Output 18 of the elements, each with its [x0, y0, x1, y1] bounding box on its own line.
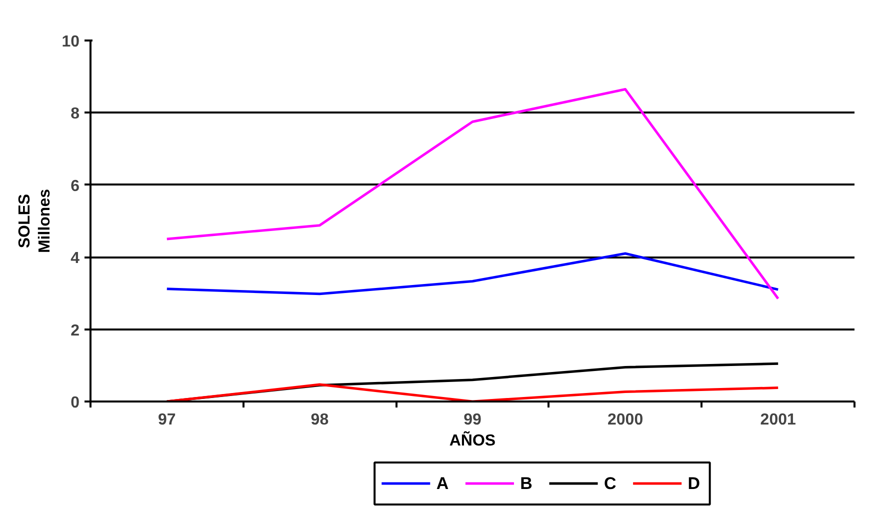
y-tick-label: 2: [70, 322, 80, 340]
legend-label: B: [520, 474, 532, 493]
y-tick-label: 6: [70, 178, 80, 195]
x-axis-title: AÑOS: [449, 430, 496, 450]
y-tick-label: 4: [70, 250, 80, 268]
legend-label: D: [688, 474, 700, 493]
y-axis-title: SOLES: [16, 194, 34, 248]
y-tick-label: 0: [70, 394, 80, 412]
x-tick-label: 2001: [760, 412, 796, 428]
x-tick-label: 2000: [608, 412, 644, 428]
x-tick-label: 98: [310, 412, 329, 428]
x-tick-label: 97: [158, 412, 176, 428]
text: Millones: [36, 188, 54, 254]
legend-label: A: [436, 474, 449, 493]
y-tick-label: 10: [62, 34, 80, 50]
legend-label: C: [604, 474, 616, 493]
x-tick-label: 99: [464, 412, 482, 428]
y-tick-label: 8: [70, 106, 80, 123]
